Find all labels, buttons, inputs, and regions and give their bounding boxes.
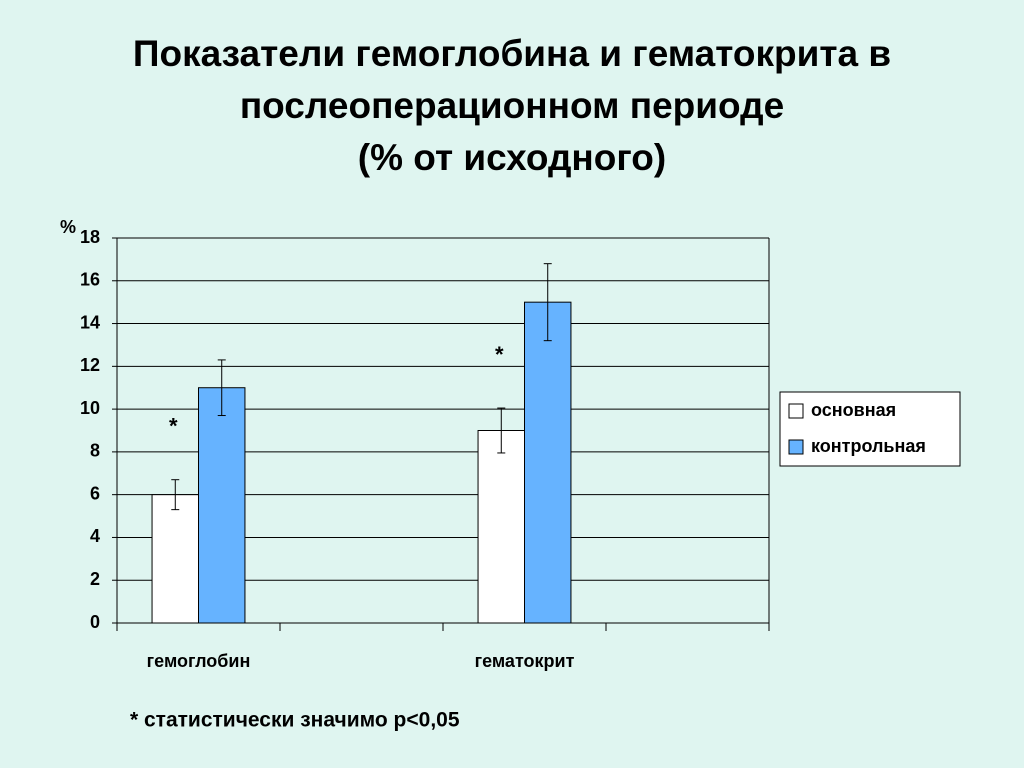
y-tick-label: 18: [80, 227, 100, 247]
bar: [198, 387, 246, 624]
bar: [524, 301, 572, 624]
significance-note: *: [169, 414, 178, 439]
y-axis-label: %: [60, 217, 76, 237]
significance-note: *: [495, 342, 504, 367]
y-tick-label: 6: [90, 483, 100, 503]
title-line: послеоперационном периоде: [240, 85, 784, 126]
legend-swatch: [788, 403, 804, 419]
bar: [477, 430, 526, 624]
y-tick-label: 14: [80, 312, 100, 332]
y-tick-label: 16: [80, 270, 100, 290]
y-tick-label: 12: [80, 355, 100, 375]
y-tick-label: 8: [90, 441, 100, 461]
legend-swatch: [788, 439, 804, 455]
y-tick-label: 2: [90, 569, 100, 589]
y-tick-label: 10: [80, 398, 100, 418]
y-tick-label: 0: [90, 612, 100, 632]
legend-box: [779, 391, 961, 467]
legend-label: основная: [811, 400, 896, 420]
bar: [151, 494, 199, 624]
title-line: (% от исходного): [358, 137, 666, 178]
y-tick-label: 4: [90, 526, 100, 546]
x-tick-label: гемоглобин: [147, 651, 251, 671]
title-line: Показатели гемоглобина и гематокрита в: [133, 33, 891, 74]
x-tick-label: гематокрит: [475, 651, 575, 671]
legend-label: контрольная: [811, 436, 926, 456]
footnote: * статистически значимо p<0,05: [130, 709, 460, 732]
